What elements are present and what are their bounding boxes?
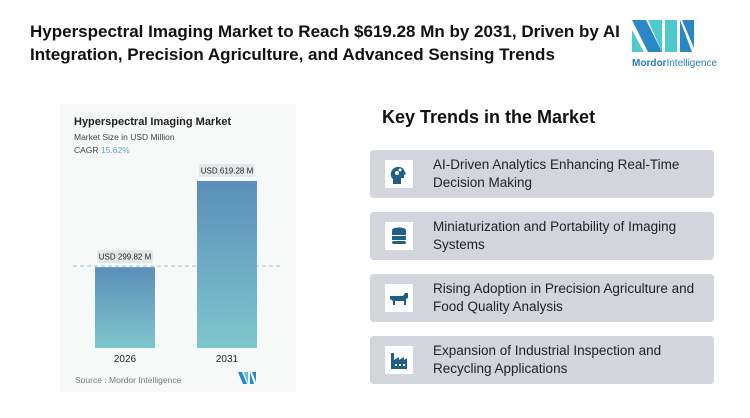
- page-title: Hyperspectral Imaging Market to Reach $6…: [30, 22, 620, 64]
- mordor-small-logo-icon: [238, 372, 256, 384]
- trend-item: Miniaturization and Portability of Imagi…: [370, 212, 714, 260]
- x-tick-label: 2031: [216, 354, 239, 365]
- ai-head-gears-icon: [385, 160, 413, 188]
- bar-2026: [95, 267, 155, 348]
- chart-subtitle: Market Size in USD Million: [74, 132, 175, 142]
- key-trends-title: Key Trends in the Market: [382, 107, 596, 127]
- logo-text: MordorIntelligence: [632, 58, 718, 69]
- x-tick-label: 2026: [114, 354, 137, 365]
- trend-label: Miniaturization and Portability of Imagi…: [433, 219, 677, 252]
- cagr: CAGR 15.62%: [74, 145, 130, 155]
- mordor-logo-icon: [632, 20, 694, 52]
- trend-item: Expansion of Industrial Inspection and R…: [370, 336, 714, 384]
- trend-label: Rising Adoption in Precision Agriculture…: [433, 281, 695, 314]
- data-label: USD 299.82 M: [99, 253, 152, 262]
- trend-label: Expansion of Industrial Inspection and R…: [433, 343, 662, 376]
- bar-chart: USD 299.82 M 2026 USD 619.28 M 2031: [73, 164, 283, 365]
- chart-source: Source : Mordor Intelligence: [75, 375, 182, 385]
- chart-card: Hyperspectral Imaging Market Market Size…: [60, 104, 296, 392]
- trend-item: AI-Driven Analytics Enhancing Real-Time …: [370, 150, 714, 198]
- trend-label: AI-Driven Analytics Enhancing Real-Time …: [433, 157, 680, 190]
- factory-icon: [385, 346, 413, 374]
- trend-item: Rising Adoption in Precision Agriculture…: [370, 274, 714, 322]
- data-label: USD 619.28 M: [201, 167, 254, 176]
- data-label-bg: [97, 250, 153, 264]
- chart-title: Hyperspectral Imaging Market: [74, 116, 232, 128]
- data-label-bg: [199, 164, 255, 177]
- bar-2031: [197, 181, 257, 348]
- cow-icon: [385, 284, 413, 312]
- database-icon: [385, 222, 413, 250]
